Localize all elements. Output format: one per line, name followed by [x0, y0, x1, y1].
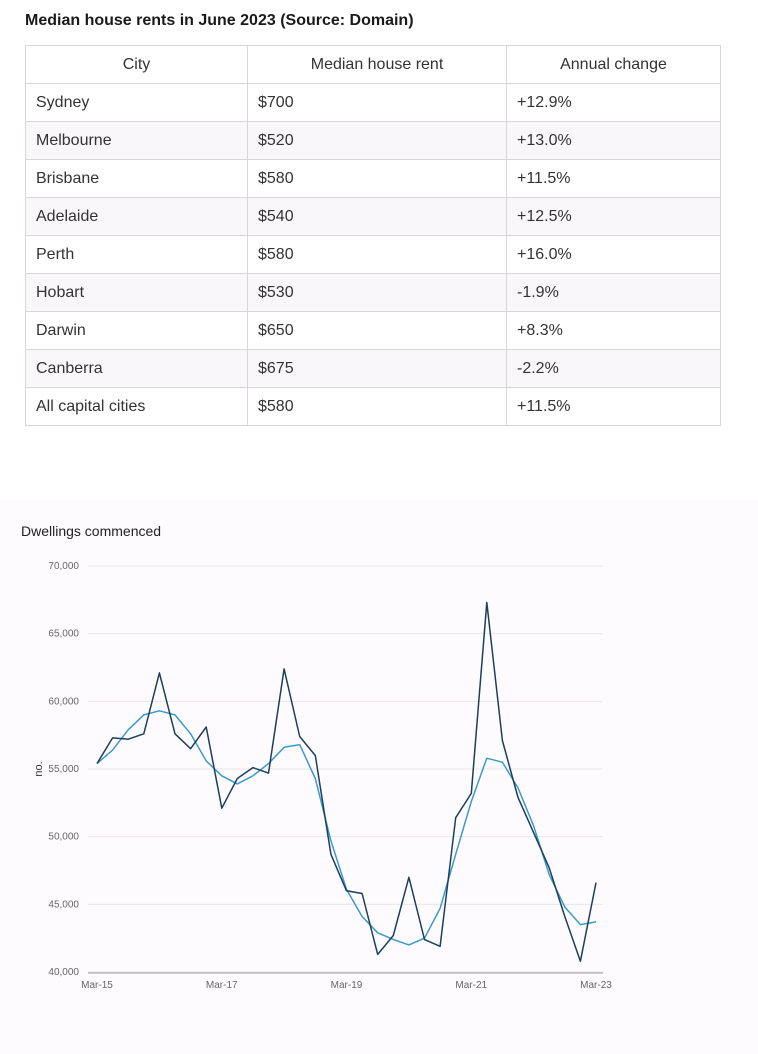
cell-city: Adelaide — [25, 197, 248, 236]
cell-annual-change: +11.5% — [506, 159, 721, 198]
x-tick-label: Mar-15 — [81, 980, 113, 991]
y-tick-label: 55,000 — [48, 764, 79, 775]
cell-median-rent: $540 — [247, 197, 507, 236]
table-row: Adelaide $540 +12.5% — [25, 197, 721, 236]
cell-median-rent: $530 — [247, 273, 507, 312]
table-row: Brisbane $580 +11.5% — [25, 159, 721, 198]
cell-city: Melbourne — [25, 121, 248, 160]
header-city: City — [25, 45, 248, 84]
cell-annual-change: +13.0% — [506, 121, 721, 160]
table-title: Median house rents in June 2023 (Source:… — [25, 12, 414, 29]
cell-median-rent: $675 — [247, 349, 507, 388]
cell-city: Darwin — [25, 311, 248, 350]
cell-city: Sydney — [25, 83, 248, 122]
y-tick-label: 70,000 — [48, 561, 79, 572]
header-median-rent: Median house rent — [247, 45, 507, 84]
x-tick-label: Mar-19 — [331, 980, 363, 991]
cell-median-rent: $700 — [247, 83, 507, 122]
cell-annual-change: +11.5% — [506, 387, 721, 426]
cell-median-rent: $580 — [247, 235, 507, 274]
y-tick-label: 45,000 — [48, 899, 79, 910]
table-row: Perth $580 +16.0% — [25, 235, 721, 274]
cell-city: Canberra — [25, 349, 248, 388]
cell-city: Perth — [25, 235, 248, 274]
x-tick-label: Mar-21 — [455, 980, 487, 991]
table-row: All capital cities $580 +11.5% — [25, 387, 721, 426]
table-header-row: City Median house rent Annual change — [25, 45, 721, 84]
cell-median-rent: $580 — [247, 387, 507, 426]
rents-table: City Median house rent Annual change Syd… — [25, 45, 721, 426]
y-tick-label: 65,000 — [48, 629, 79, 640]
cell-annual-change: +8.3% — [506, 311, 721, 350]
series-line-original — [96, 601, 597, 962]
table-row: Canberra $675 -2.2% — [25, 349, 721, 388]
y-tick-label: 60,000 — [48, 696, 79, 707]
y-axis-label: no. — [33, 761, 45, 776]
y-tick-label: 50,000 — [48, 832, 79, 843]
x-tick-label: Mar-23 — [580, 980, 612, 991]
cell-annual-change: -1.9% — [506, 273, 721, 312]
table-row: Sydney $700 +12.9% — [25, 83, 721, 122]
y-tick-label: 40,000 — [48, 967, 79, 978]
chart-background — [0, 500, 758, 1054]
cell-city: All capital cities — [25, 387, 248, 426]
table-row: Hobart $530 -1.9% — [25, 273, 721, 312]
series-line-trend — [96, 710, 597, 946]
chart-title: Dwellings commenced — [21, 523, 162, 539]
cell-median-rent: $580 — [247, 159, 507, 198]
x-tick-label: Mar-17 — [206, 980, 238, 991]
cell-annual-change: -2.2% — [506, 349, 721, 388]
header-annual-change: Annual change — [506, 45, 721, 84]
